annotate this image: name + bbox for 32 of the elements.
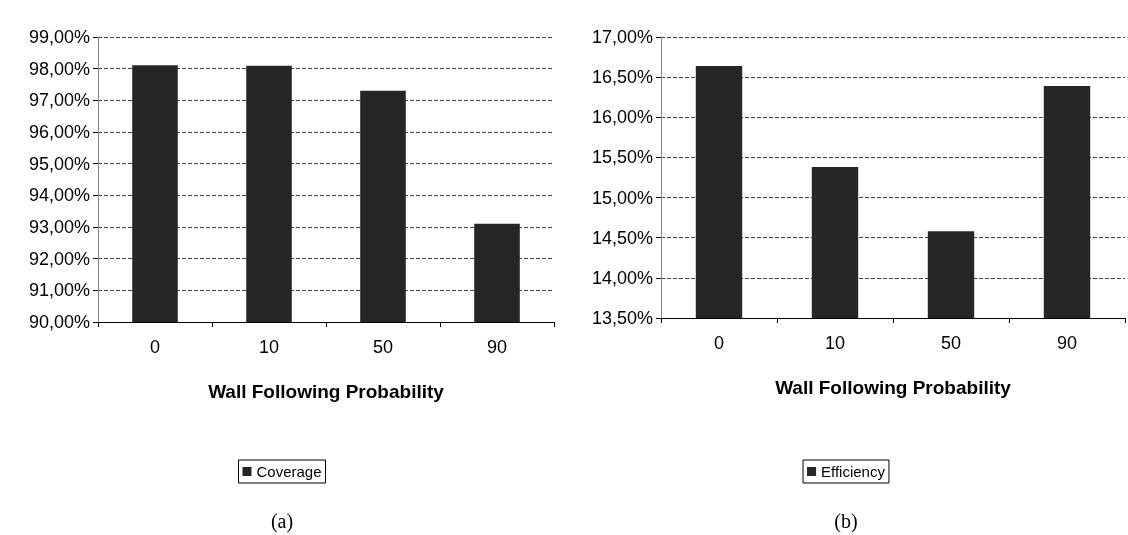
y-tick-label: 91,00% [28,280,90,301]
y-tick-label: 99,00% [28,27,90,47]
text: (a) [270,510,294,533]
y-tick-label: 15,50% [591,147,653,168]
x-tick-label: 0 [149,337,161,357]
x-tick-label: 90 [1056,333,1078,353]
x-tick-label: 10 [258,337,280,357]
y-tick-label: 15,00% [591,187,653,208]
y-tick-label: 14,50% [591,227,653,248]
legend-label: Coverage [256,463,322,480]
y-tick-label: 16,00% [591,107,653,128]
x-tick-label: 50 [940,333,962,353]
x-tick-label: 50 [372,337,394,357]
y-tick-label: 14,00% [591,267,653,288]
x-tick-label: 10 [824,333,846,353]
y-tick-label: 95,00% [28,153,90,174]
y-tick-label: 13,50% [591,308,653,328]
x-axis-title: Wall Following Probability [208,381,445,402]
y-tick-label: 90,00% [28,312,90,332]
y-tick-label: 16,50% [591,67,653,88]
y-tick-label: 17,00% [591,27,653,47]
y-tick-label: 94,00% [28,185,90,206]
y-tick-label: 98,00% [28,58,90,79]
y-tick-label: 93,00% [28,217,90,237]
legend-label: Efficiency [821,463,886,480]
x-axis-title: Wall Following Probability [775,377,1012,398]
text: (b) [834,510,858,533]
x-tick-label: 0 [713,333,725,353]
x-tick-label: 90 [486,337,508,357]
y-tick-label: 97,00% [28,90,90,111]
y-tick-label: 96,00% [28,122,90,142]
y-tick-label: 92,00% [28,248,90,269]
